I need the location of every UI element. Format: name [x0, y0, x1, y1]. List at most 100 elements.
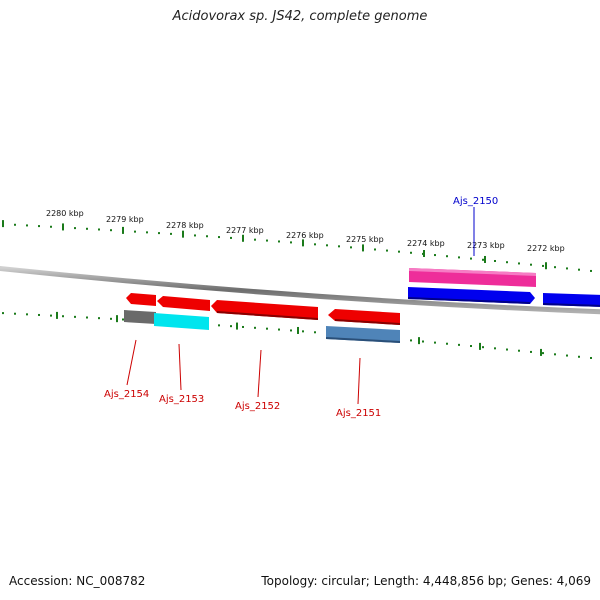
minor-tick — [578, 355, 580, 358]
major-tick — [116, 315, 118, 323]
minor-tick — [338, 245, 340, 248]
gene-ajs-2152[interactable] — [211, 300, 318, 320]
minor-tick — [314, 243, 316, 246]
minor-tick — [266, 327, 268, 330]
minor-tick — [506, 348, 508, 351]
minor-tick — [542, 264, 544, 267]
gene-label-ajs-2153[interactable]: Ajs_2153 — [159, 394, 204, 405]
minor-tick — [434, 254, 436, 257]
minor-tick — [566, 354, 568, 357]
major-tick — [418, 337, 420, 345]
minor-tick — [290, 329, 292, 332]
reverse-features — [124, 293, 400, 343]
minor-tick — [278, 240, 280, 243]
genome-summary-text: Topology: circular; Length: 4,448,856 bp… — [261, 574, 591, 588]
major-tick — [242, 234, 244, 242]
minor-tick — [110, 229, 112, 232]
minor-tick — [314, 331, 316, 334]
kbp-label: 2280 kbp — [46, 209, 84, 218]
minor-tick — [410, 251, 412, 254]
minor-tick — [374, 248, 376, 251]
minor-tick — [266, 239, 268, 242]
minor-tick — [530, 263, 532, 266]
major-tick — [2, 220, 4, 228]
minor-tick — [110, 317, 112, 320]
minor-tick — [470, 345, 472, 348]
gene-next-forward[interactable] — [543, 293, 600, 307]
minor-tick — [554, 266, 556, 269]
minor-tick — [554, 353, 556, 356]
minor-tick — [494, 347, 496, 350]
gene-ajs-2154[interactable] — [126, 293, 156, 306]
major-tick — [423, 250, 425, 258]
kbp-label: 2273 kbp — [467, 241, 505, 250]
gene-label-ajs-2154[interactable]: Ajs_2154 — [104, 389, 149, 400]
gene-ajs-2150-shade — [408, 297, 530, 304]
gene-label-ajs-2151[interactable]: Ajs_2151 — [336, 408, 381, 419]
gene-label-ajs-2150[interactable]: Ajs_2150 — [453, 196, 498, 207]
major-tick — [236, 322, 238, 330]
minor-tick — [14, 312, 16, 315]
minor-tick — [590, 356, 592, 359]
minor-tick — [434, 341, 436, 344]
minor-tick — [50, 314, 52, 317]
minor-tick — [26, 224, 28, 227]
accession-text: Accession: NC_008782 — [9, 574, 146, 588]
gene-label-ajs-2152[interactable]: Ajs_2152 — [235, 401, 280, 412]
minor-tick — [482, 346, 484, 349]
major-tick — [362, 244, 364, 252]
minor-tick — [506, 261, 508, 264]
minor-tick — [194, 234, 196, 237]
gene-ajs-2151-shade — [335, 319, 400, 325]
major-tick — [182, 230, 184, 238]
minor-tick — [38, 225, 40, 228]
minor-tick — [482, 258, 484, 261]
feature-pink-highlight — [409, 268, 536, 276]
minor-tick — [158, 232, 160, 235]
callout-line-ajs-2152 — [257, 349, 262, 398]
outer-scale-ring — [2, 220, 592, 272]
gene-ajs-2153[interactable] — [157, 296, 210, 311]
kbp-label: 2272 kbp — [527, 244, 565, 253]
minor-tick — [26, 313, 28, 316]
minor-tick — [542, 352, 544, 355]
minor-tick — [470, 257, 472, 260]
forward-features — [408, 268, 600, 307]
major-tick — [479, 342, 481, 350]
major-tick — [62, 223, 64, 231]
minor-tick — [98, 228, 100, 231]
major-tick — [56, 311, 58, 319]
gene-next-forward-shade — [543, 303, 600, 307]
minor-tick — [86, 316, 88, 319]
minor-tick — [230, 325, 232, 328]
minor-tick — [302, 330, 304, 333]
minor-tick — [14, 223, 16, 226]
minor-tick — [458, 256, 460, 259]
minor-tick — [446, 342, 448, 345]
gene-callouts — [126, 207, 475, 405]
minor-tick — [38, 313, 40, 316]
feature-steel-blue-shade — [326, 337, 400, 343]
minor-tick — [290, 241, 292, 244]
minor-tick — [422, 340, 424, 343]
callout-line-ajs-2154 — [126, 339, 137, 386]
minor-tick — [218, 324, 220, 327]
minor-tick — [518, 262, 520, 265]
kbp-label: 2276 kbp — [286, 231, 324, 240]
kbp-labels: 2280 kbp 2279 kbp 2278 kbp 2277 kbp 2276… — [46, 209, 565, 253]
minor-tick — [494, 259, 496, 262]
minor-tick — [62, 315, 64, 318]
minor-tick — [566, 267, 568, 270]
feature-cyan[interactable] — [154, 313, 209, 330]
minor-tick — [530, 350, 532, 353]
minor-tick — [242, 325, 244, 328]
minor-tick — [86, 227, 88, 230]
minor-tick — [410, 339, 412, 342]
minor-tick — [2, 312, 4, 315]
minor-tick — [578, 268, 580, 271]
major-tick — [545, 262, 547, 270]
genome-backbone-line — [0, 266, 600, 315]
feature-gray[interactable] — [124, 310, 156, 324]
